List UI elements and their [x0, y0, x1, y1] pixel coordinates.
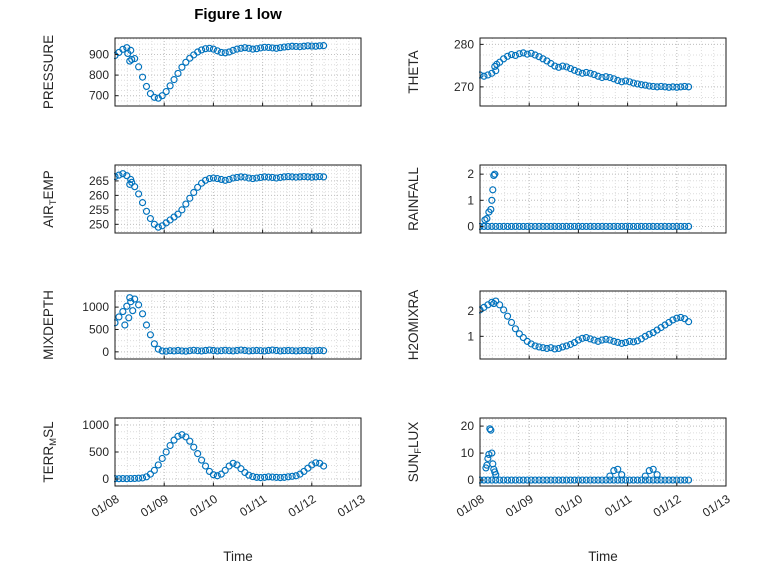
svg-text:01/11: 01/11 — [237, 492, 269, 520]
figure-title: Figure 1 low — [194, 6, 282, 23]
svg-text:01/13: 01/13 — [335, 492, 368, 520]
y-axis-label: THETA — [406, 50, 421, 93]
axes-box — [479, 164, 727, 234]
y-tick-labels: 0 500 1000 — [82, 300, 109, 359]
svg-text:01/12: 01/12 — [651, 492, 684, 520]
svg-text:01/10: 01/10 — [552, 492, 585, 520]
subplot-sun-flux: 0 10 20 01/08 01/09 01/10 01/11 01/12 01/13 SUNFL… — [402, 412, 742, 567]
tick-marks — [114, 53, 362, 106]
chart-pressure: 700 800 900 PRESSURE — [41, 35, 362, 109]
tick-marks — [114, 180, 362, 233]
svg-text:01/13: 01/13 — [700, 492, 733, 520]
svg-text:1000: 1000 — [82, 418, 109, 432]
y-axis-label: H2OMIXRA — [406, 290, 421, 361]
subplot-rainfall: 0 1 2 RAINFALL — [402, 159, 742, 244]
axes-box — [479, 37, 727, 107]
data-points — [479, 170, 693, 231]
tick-marks — [114, 424, 362, 486]
axes-box — [479, 417, 727, 487]
y-axis-label: PRESSURE — [41, 35, 56, 109]
svg-text:01/11: 01/11 — [602, 492, 634, 520]
subplot-h2omixra: 1 2 H2OMIXRA — [402, 285, 742, 370]
svg-text:900: 900 — [89, 47, 109, 61]
y-tick-labels: 0 500 1000 — [82, 418, 109, 486]
y-tick-labels: 12 — [467, 304, 474, 343]
svg-text:0: 0 — [102, 472, 109, 486]
subplot-pressure: 700 800 900 PRESSURE — [37, 32, 377, 117]
svg-text:500: 500 — [89, 322, 109, 336]
data-points — [114, 170, 328, 231]
svg-text:280: 280 — [454, 37, 474, 51]
svg-text:1: 1 — [467, 193, 474, 207]
data-points — [479, 49, 693, 91]
axes-box — [479, 290, 727, 360]
subplot-theta: 270 280 THETA — [402, 32, 742, 117]
svg-text:260: 260 — [89, 188, 109, 202]
svg-text:01/08: 01/08 — [454, 492, 487, 520]
chart-sun-flux: 0 10 20 01/08 01/09 01/10 01/11 01/12 01/13 SUNFL… — [406, 417, 733, 520]
x-axis-label-left: Time — [223, 549, 253, 564]
svg-text:270: 270 — [454, 80, 474, 94]
svg-text:0: 0 — [467, 473, 474, 487]
y-tick-labels: 0 1 2 — [467, 167, 474, 233]
y-tick-labels: 270 280 — [454, 37, 474, 94]
svg-text:500: 500 — [89, 445, 109, 459]
chart-theta: 270 280 THETA — [406, 37, 727, 107]
data-points — [114, 42, 328, 102]
svg-text:0: 0 — [102, 345, 109, 359]
svg-text:2: 2 — [467, 304, 474, 318]
x-tick-labels: 01/08 01/09 01/10 01/11 01/12 01/13 — [454, 492, 733, 520]
chart-mixdepth: 0 500 1000 MIXDEPTH — [41, 290, 362, 360]
major-grid — [114, 165, 362, 233]
y-tick-labels: 0 10 20 — [461, 419, 475, 487]
tick-marks — [114, 306, 362, 359]
svg-text:1: 1 — [467, 329, 474, 343]
subplot-terr-msl: 0 500 1000 01/08 01/09 01/10 01/11 01/12 01/13 TE… — [37, 412, 377, 567]
x-tick-labels: 01/08 01/09 01/10 01/11 01/12 01/13 — [89, 492, 368, 520]
chart-terr-msl: 0 500 1000 01/08 01/09 01/10 01/11 01/12 01/13 TE… — [41, 417, 368, 520]
data-points — [479, 425, 693, 484]
y-axis-label: RAINFALL — [406, 167, 421, 231]
svg-text:10: 10 — [461, 446, 475, 460]
y-axis-label: MIXDEPTH — [41, 290, 56, 360]
x-axis-label-right: Time — [588, 549, 618, 564]
svg-text:0: 0 — [467, 219, 474, 233]
y-axis-label: SUNFLUX — [406, 422, 424, 483]
svg-text:265: 265 — [89, 174, 109, 188]
svg-text:01/09: 01/09 — [138, 492, 171, 520]
tick-marks — [479, 173, 727, 233]
svg-text:800: 800 — [89, 68, 109, 82]
tick-marks — [479, 310, 727, 359]
svg-text:01/09: 01/09 — [503, 492, 536, 520]
tick-marks — [479, 425, 727, 486]
svg-text:250: 250 — [89, 217, 109, 231]
data-points — [479, 297, 693, 353]
svg-text:01/12: 01/12 — [286, 492, 319, 520]
svg-text:255: 255 — [89, 203, 109, 217]
subplot-mixdepth: 0 500 1000 MIXDEPTH — [37, 285, 377, 370]
axes-box — [114, 164, 362, 234]
svg-text:20: 20 — [461, 419, 475, 433]
svg-text:1000: 1000 — [82, 300, 109, 314]
axes-box — [114, 37, 362, 107]
axes-box — [114, 290, 362, 360]
svg-text:01/08: 01/08 — [89, 492, 122, 520]
svg-text:2: 2 — [467, 167, 474, 181]
tick-marks — [479, 43, 727, 106]
y-axis-label: TERRMSL — [41, 421, 59, 483]
svg-text:01/10: 01/10 — [187, 492, 220, 520]
data-points — [114, 294, 328, 355]
y-axis-label: AIRTEMP — [41, 170, 59, 228]
data-points — [114, 431, 328, 483]
chart-rainfall: 0 1 2 RAINFALL — [406, 164, 727, 234]
subplot-air-temp: 250 255 260 265 AIRTEMP — [37, 159, 377, 244]
svg-text:700: 700 — [89, 89, 109, 103]
y-tick-labels: 700 800 900 — [89, 47, 109, 102]
